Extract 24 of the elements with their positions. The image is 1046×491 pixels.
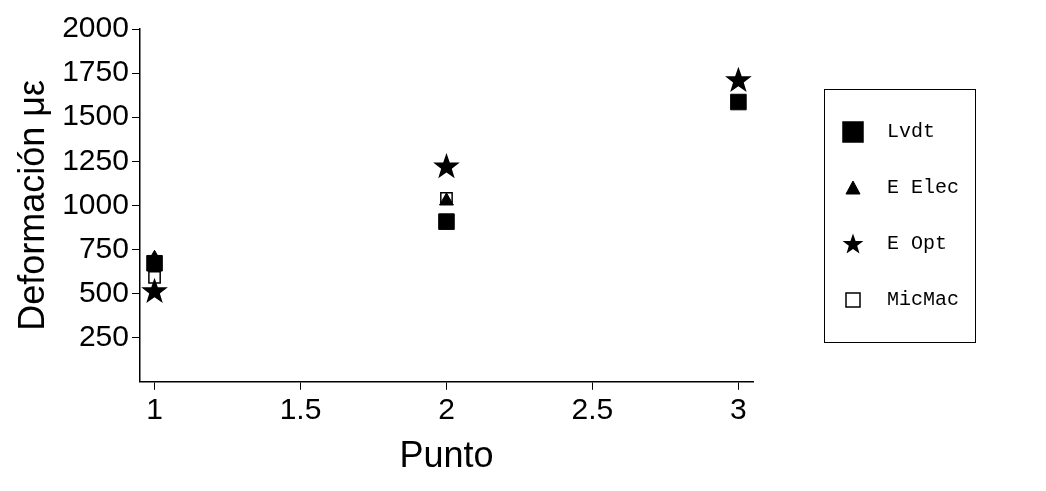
point [725, 66, 752, 93]
x-tick-label: 1 [146, 392, 163, 426]
point [438, 213, 455, 230]
x-tick-label: 2 [438, 392, 455, 426]
y-tick-label: 1250 [62, 142, 129, 176]
legend-label: Lvdt [887, 120, 936, 143]
y-tick-label: 1500 [62, 98, 129, 132]
x-axis-title: Punto [399, 434, 494, 476]
x-tick-label: 1.5 [279, 392, 322, 426]
point [141, 277, 168, 303]
y-tick-label: 500 [78, 274, 129, 308]
y-tick-label: 250 [78, 318, 129, 352]
y-tick-label: 750 [78, 230, 129, 264]
x-tick-label: 2.5 [571, 392, 614, 426]
x-tick-label: 3 [730, 392, 747, 426]
y-axis-title: Deformación με [10, 79, 52, 331]
legend-label: E Elec [887, 176, 960, 199]
y-tick-label: 1000 [62, 186, 129, 220]
legend-label: E Opt [887, 232, 948, 255]
point [730, 93, 747, 111]
y-tick-label: 1750 [62, 54, 129, 88]
point [433, 152, 460, 179]
y-tick-label: 2000 [62, 10, 129, 44]
legend-label: MicMac [887, 288, 960, 311]
